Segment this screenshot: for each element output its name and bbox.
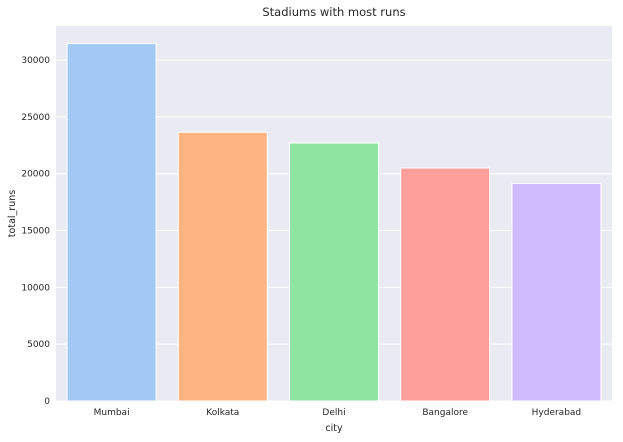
- y-tick-label: 0: [44, 397, 50, 407]
- y-tick-label: 20000: [21, 170, 50, 180]
- y-axis-ticks: 0 5000 10000 15000 20000 25000 30000: [21, 56, 50, 407]
- y-tick-label: 25000: [21, 113, 50, 123]
- y-tick-label: 30000: [21, 56, 50, 66]
- bar-hyderabad: [511, 182, 602, 402]
- x-tick-label: Delhi: [322, 408, 345, 418]
- bars: [66, 43, 602, 402]
- x-tick-label: Mumbai: [94, 408, 130, 418]
- chart-title: Stadiums with most runs: [262, 5, 405, 19]
- x-axis-label: city: [325, 423, 343, 434]
- y-tick-label: 5000: [27, 340, 50, 350]
- bar-bangalore: [400, 167, 491, 402]
- x-tick-label: Hyderabad: [532, 408, 582, 418]
- y-tick-label: 15000: [21, 227, 50, 237]
- bar-delhi: [289, 142, 379, 402]
- y-tick-label: 10000: [21, 283, 50, 293]
- x-tick-label: Kolkata: [206, 408, 239, 418]
- bar-mumbai: [66, 43, 157, 402]
- x-tick-label: Bangalore: [422, 408, 468, 418]
- y-axis-label: total_runs: [7, 190, 18, 237]
- bar-kolkata: [177, 131, 268, 402]
- x-axis-ticks: Mumbai Kolkata Delhi Bangalore Hyderabad: [94, 408, 582, 418]
